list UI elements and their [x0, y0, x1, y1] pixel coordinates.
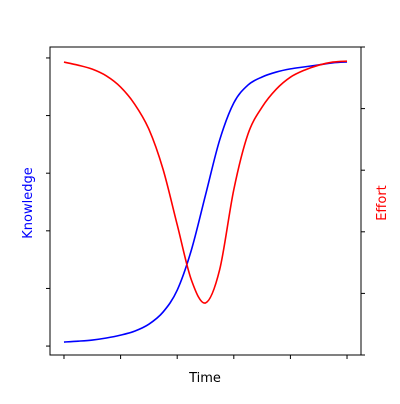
y-axis-label: Knowledge	[21, 167, 36, 238]
plot-frame	[49, 46, 362, 356]
y2-axis-label: Effort	[375, 185, 390, 221]
data-line	[63, 61, 348, 343]
data-line	[63, 60, 348, 304]
x-axis-label: Time	[188, 371, 221, 386]
